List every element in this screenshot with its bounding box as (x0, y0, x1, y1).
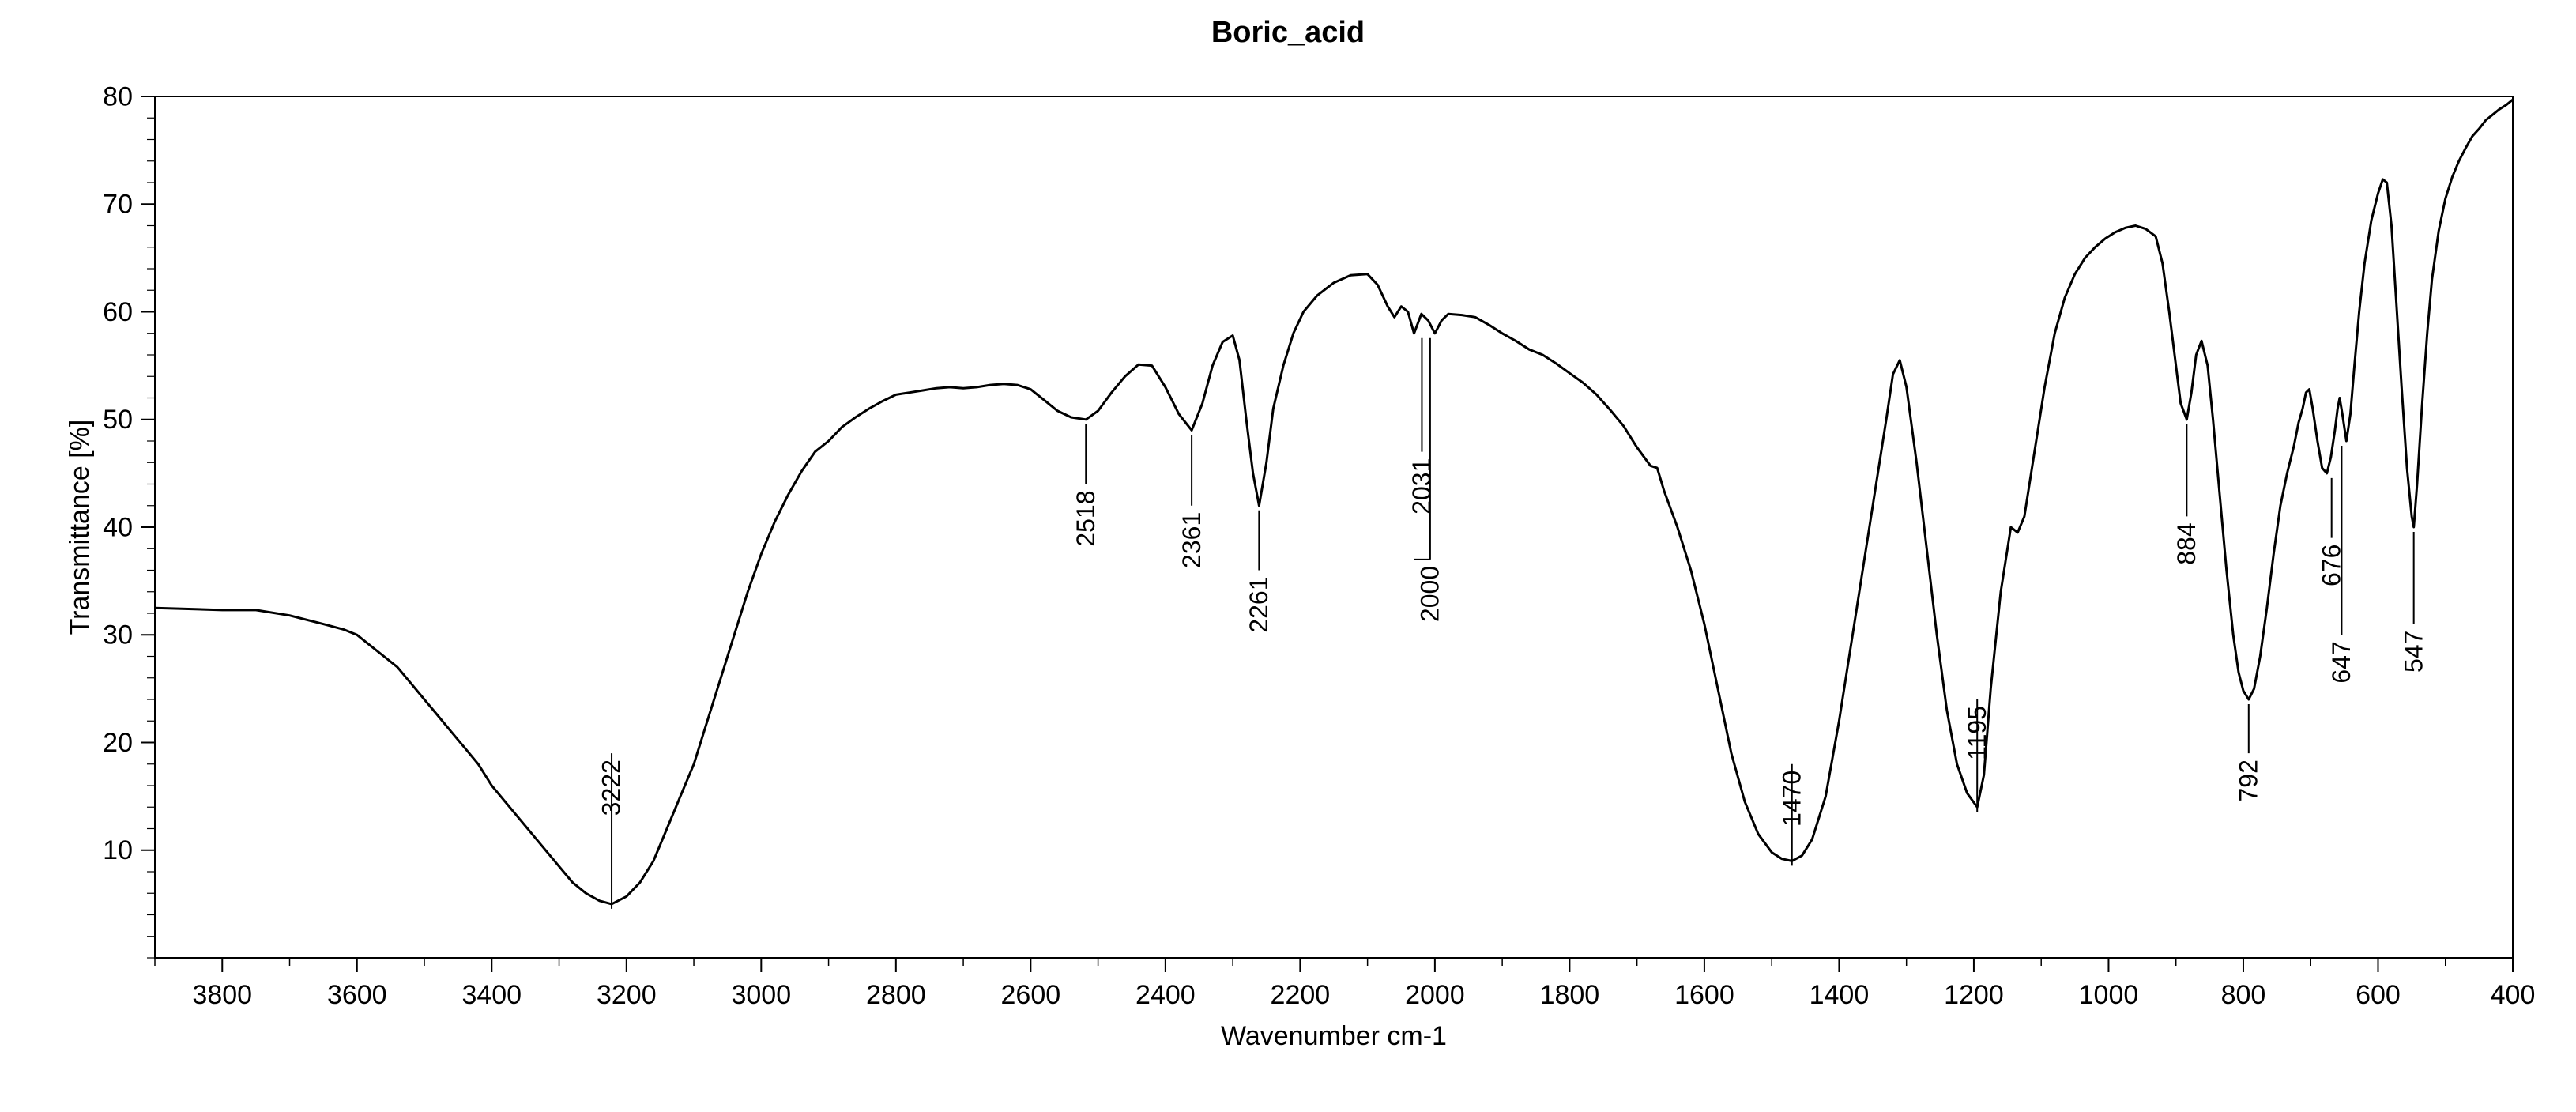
y-tick-label: 80 (103, 81, 133, 111)
x-tick-label: 2400 (1135, 980, 1196, 1010)
y-tick-label: 50 (103, 405, 133, 435)
y-tick-label: 60 (103, 297, 133, 327)
y-tick-label: 30 (103, 620, 133, 650)
x-axis-label: Wavenumber cm-1 (1221, 1021, 1447, 1051)
x-tick-label: 2600 (1001, 980, 1061, 1010)
y-tick-label: 70 (103, 190, 133, 220)
peak-label: 1470 (1777, 771, 1806, 827)
x-tick-label: 1200 (1944, 980, 2004, 1010)
y-tick-label: 20 (103, 728, 133, 758)
x-tick-label: 3200 (597, 980, 657, 1010)
peak-label: 3222 (597, 760, 626, 816)
peak-label: 792 (2234, 760, 2262, 801)
peak-label: 2031 (1407, 458, 1436, 515)
x-tick-label: 800 (2221, 980, 2266, 1010)
y-axis-label: Transmittance [%] (65, 420, 95, 635)
y-tick-label: 10 (103, 835, 133, 865)
peak-label: 2000 (1416, 566, 1444, 622)
peak-label: 2518 (1071, 491, 1100, 547)
peak-label: 647 (2327, 641, 2356, 683)
peak-label: 884 (2172, 522, 2201, 564)
peak-label: 2361 (1177, 512, 1206, 568)
x-tick-label: 600 (2356, 980, 2401, 1010)
x-tick-label: 1000 (2079, 980, 2139, 1010)
x-tick-label: 2000 (1405, 980, 1465, 1010)
x-tick-label: 2200 (1271, 980, 1331, 1010)
peak-label: 547 (2399, 631, 2427, 673)
x-tick-label: 1400 (1810, 980, 1870, 1010)
peak-label: 2261 (1245, 577, 1273, 633)
peak-label: 1195 (1963, 706, 1991, 760)
x-tick-label: 3600 (327, 980, 387, 1010)
y-tick-label: 40 (103, 512, 133, 542)
ir-spectrum-chart: 3800 3600 3400 3200 3000 2800 2600 2400 2200 2000… (0, 0, 2576, 1112)
chart-container: Boric_acid 38003600340032003000280026002… (0, 0, 2576, 1112)
x-tick-label: 2800 (866, 980, 926, 1010)
plot-frame (155, 96, 2513, 958)
x-tick-label: 400 (2491, 980, 2536, 1010)
x-tick-label: 1800 (1540, 980, 1600, 1010)
x-tick-label: 3000 (731, 980, 791, 1010)
x-tick-label: 3400 (461, 980, 522, 1010)
x-tick-label: 3800 (192, 980, 252, 1010)
x-tick-label: 1600 (1674, 980, 1734, 1010)
